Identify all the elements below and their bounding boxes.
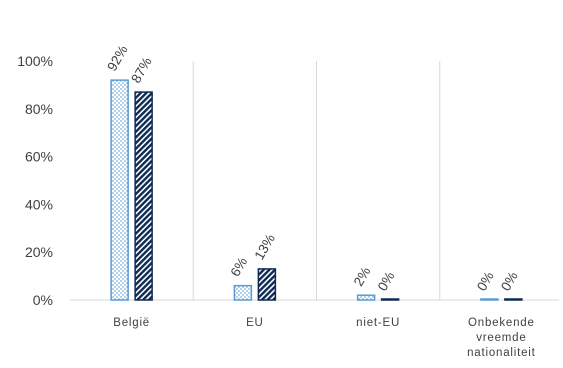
x-category-label: Onbekende vreemde nationaliteit — [467, 317, 536, 359]
x-category-label: België — [113, 317, 150, 329]
x-category-label: EU — [246, 317, 264, 329]
data-label: 6% — [227, 255, 250, 279]
bar-series-2-2 — [380, 298, 400, 301]
y-tick-label: 80% — [25, 101, 53, 117]
data-label: 0% — [474, 269, 497, 293]
bar-series-2-0 — [134, 91, 153, 301]
data-label: 2% — [351, 264, 374, 288]
y-tick-label: 0% — [33, 292, 53, 308]
y-tick-label: 100% — [17, 53, 53, 69]
data-label: 13% — [251, 232, 278, 263]
y-tick-label: 40% — [25, 196, 53, 212]
data-label: 87% — [128, 55, 155, 86]
x-axis: België EU niet-EU Onbekende vreemde nationali… — [113, 317, 535, 359]
data-label: 92% — [104, 43, 131, 74]
data-labels: 92%6% 2% 0%87%13%0% 0% — [104, 43, 520, 294]
bar-series-2-3 — [504, 298, 523, 301]
y-tick-label: 20% — [25, 244, 53, 260]
data-label: 0% — [498, 269, 521, 293]
data-label: 0% — [375, 269, 398, 293]
bar-series-1-0 — [110, 79, 129, 301]
bar-series-2-1 — [257, 268, 277, 301]
bar-series-1-1 — [233, 284, 253, 301]
bars — [110, 79, 523, 301]
y-tick-label: 60% — [25, 149, 53, 165]
y-axis: 0% 20% 40% 60% 80% 100% — [17, 53, 53, 308]
bar-series-1-2 — [356, 294, 376, 301]
x-category-label: niet-EU — [356, 317, 400, 329]
bar-series-1-3 — [480, 298, 499, 301]
